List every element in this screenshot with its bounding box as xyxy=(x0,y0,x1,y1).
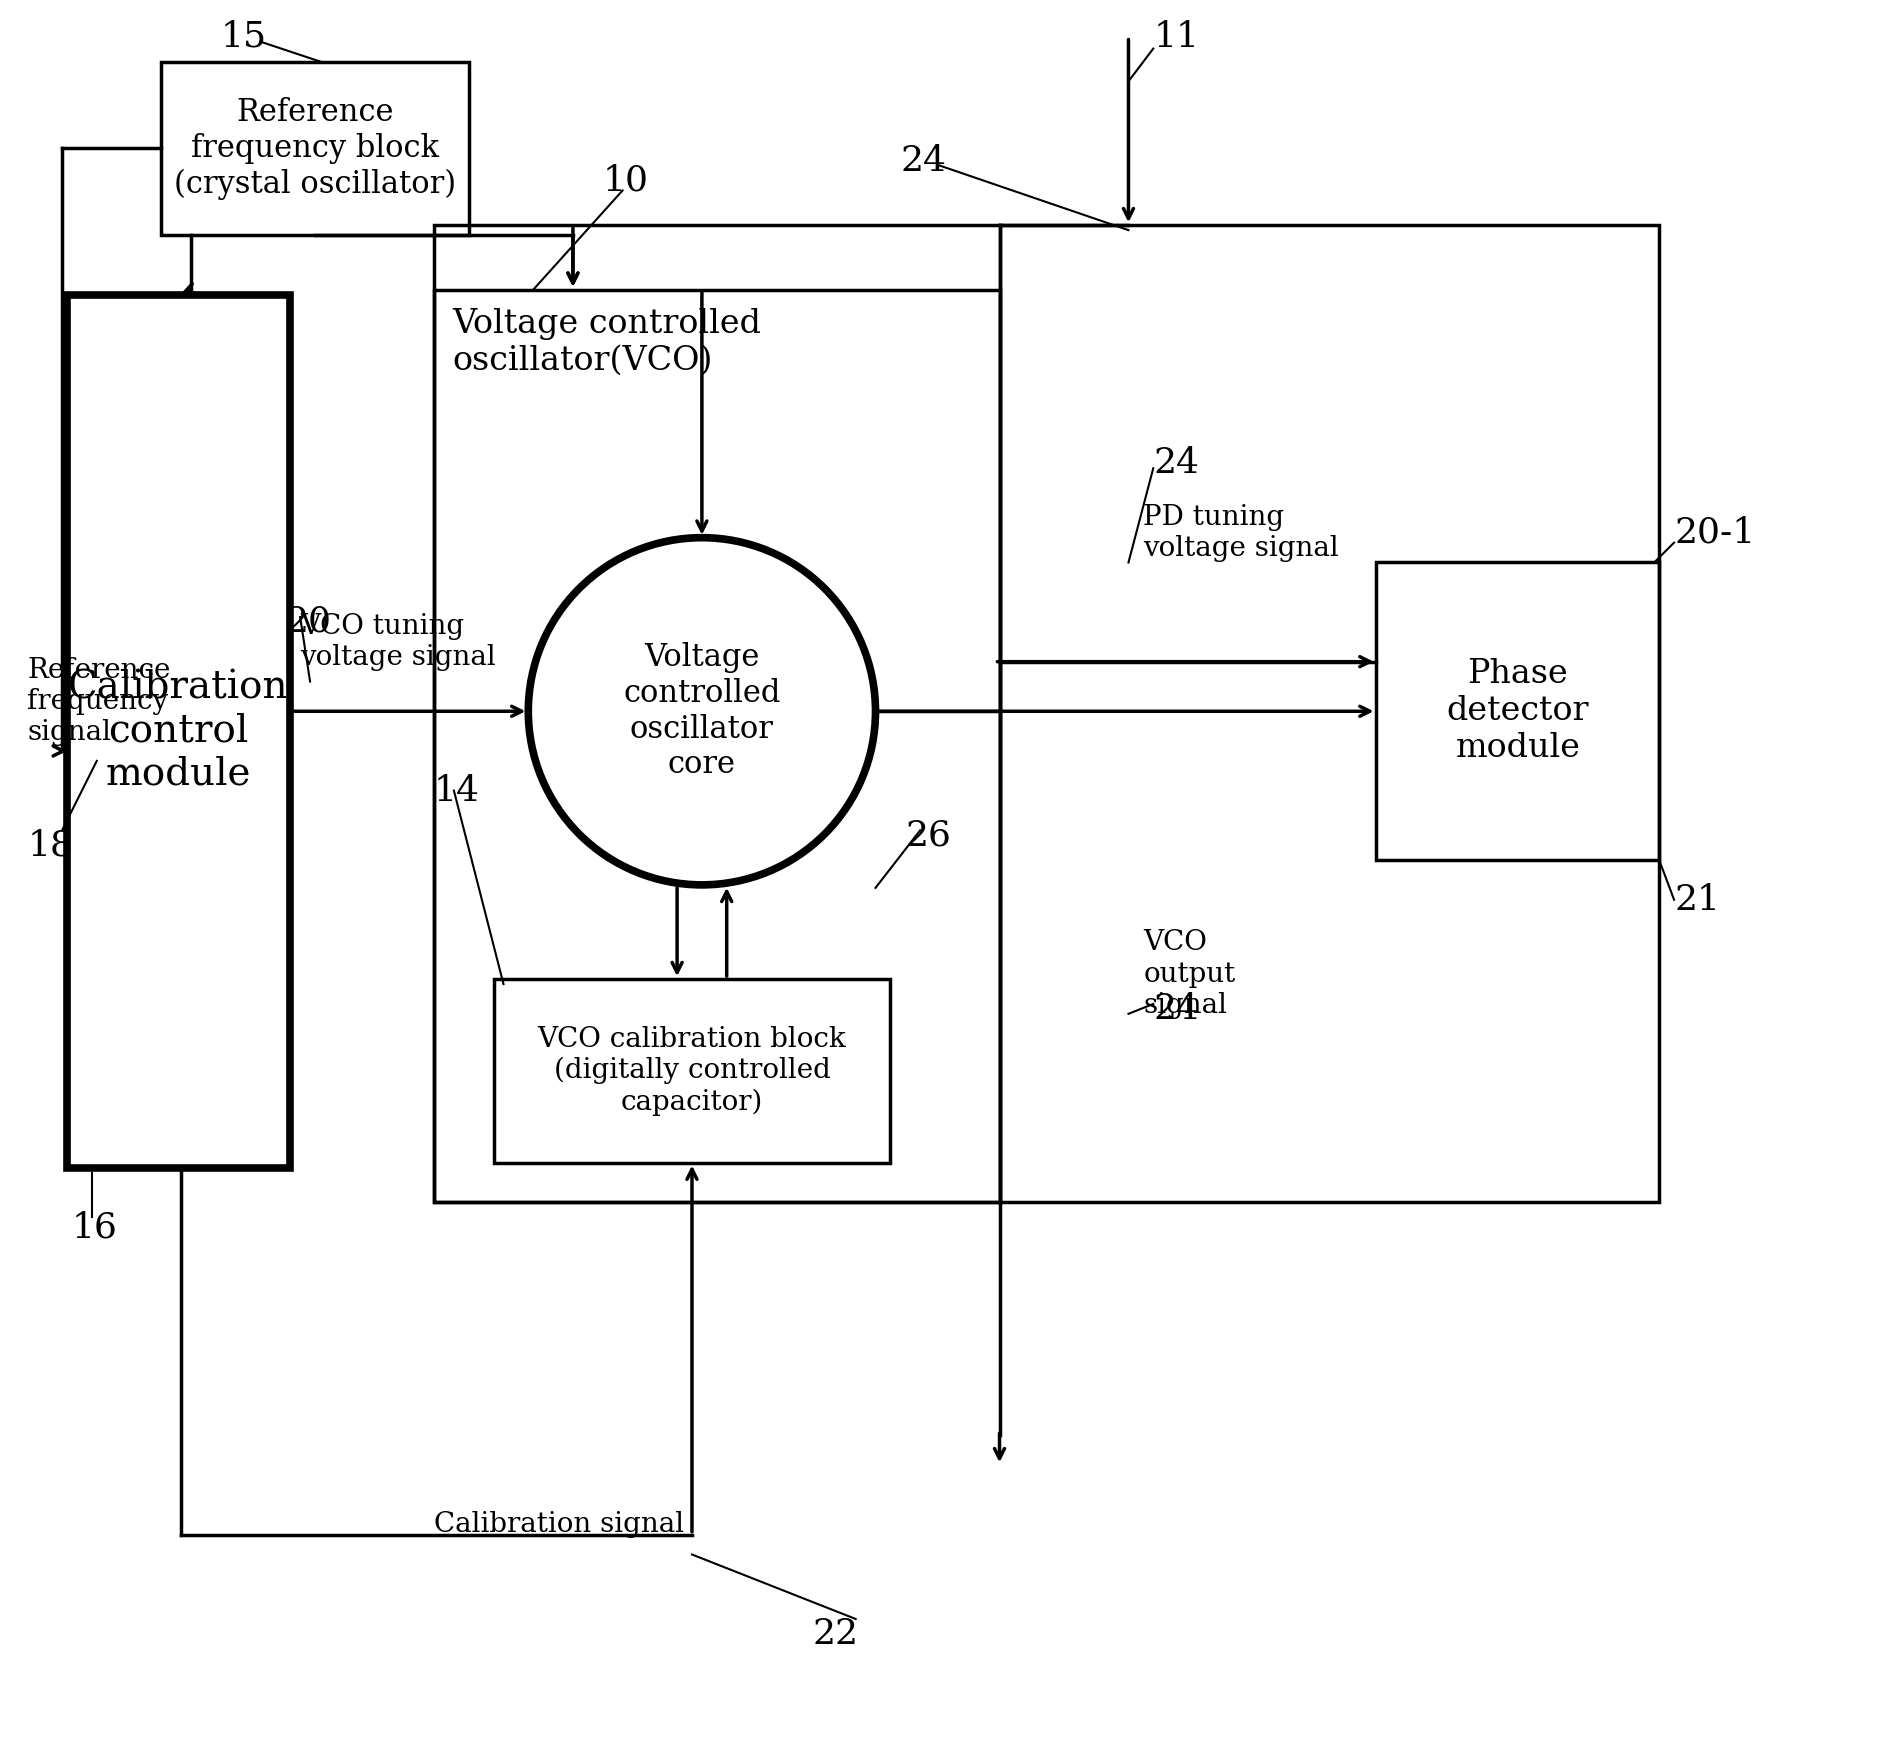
Bar xyxy=(434,224,1659,1202)
Text: 20: 20 xyxy=(285,605,330,638)
Text: VCO tuning
voltage signal: VCO tuning voltage signal xyxy=(300,612,496,671)
Text: Reference
frequency block
(crystal oscillator): Reference frequency block (crystal oscil… xyxy=(175,97,456,200)
Text: 22: 22 xyxy=(813,1617,860,1650)
Text: 18: 18 xyxy=(28,828,73,863)
Text: Reference
frequency
signal: Reference frequency signal xyxy=(28,657,171,746)
Text: 20-1: 20-1 xyxy=(1674,516,1755,550)
Text: Voltage
controlled
oscillator
core: Voltage controlled oscillator core xyxy=(623,642,781,781)
Text: 11: 11 xyxy=(1152,19,1199,54)
Text: Calibration signal: Calibration signal xyxy=(434,1511,685,1539)
Bar xyxy=(494,979,890,1163)
Bar xyxy=(1376,562,1659,861)
Text: 26: 26 xyxy=(905,819,952,852)
Text: 15: 15 xyxy=(221,19,267,54)
Text: VCO
output
signal: VCO output signal xyxy=(1143,929,1235,1019)
Text: 24: 24 xyxy=(1152,991,1199,1026)
Text: 16: 16 xyxy=(71,1210,118,1243)
Text: PD tuning
voltage signal: PD tuning voltage signal xyxy=(1143,504,1338,562)
Bar xyxy=(434,290,1000,1202)
Text: 24: 24 xyxy=(1152,447,1199,480)
Text: 21: 21 xyxy=(1674,883,1719,916)
Text: Calibration
control
module: Calibration control module xyxy=(68,670,289,793)
Bar xyxy=(68,294,291,1167)
Bar xyxy=(161,61,469,235)
Text: 24: 24 xyxy=(901,144,946,177)
Text: 10: 10 xyxy=(603,163,649,198)
Text: VCO calibration block
(digitally controlled
capacitor): VCO calibration block (digitally control… xyxy=(537,1026,847,1116)
Text: 14: 14 xyxy=(434,774,481,807)
Text: Voltage controlled
oscillator(VCO): Voltage controlled oscillator(VCO) xyxy=(452,308,760,377)
Text: Phase
detector
module: Phase detector module xyxy=(1447,659,1590,763)
